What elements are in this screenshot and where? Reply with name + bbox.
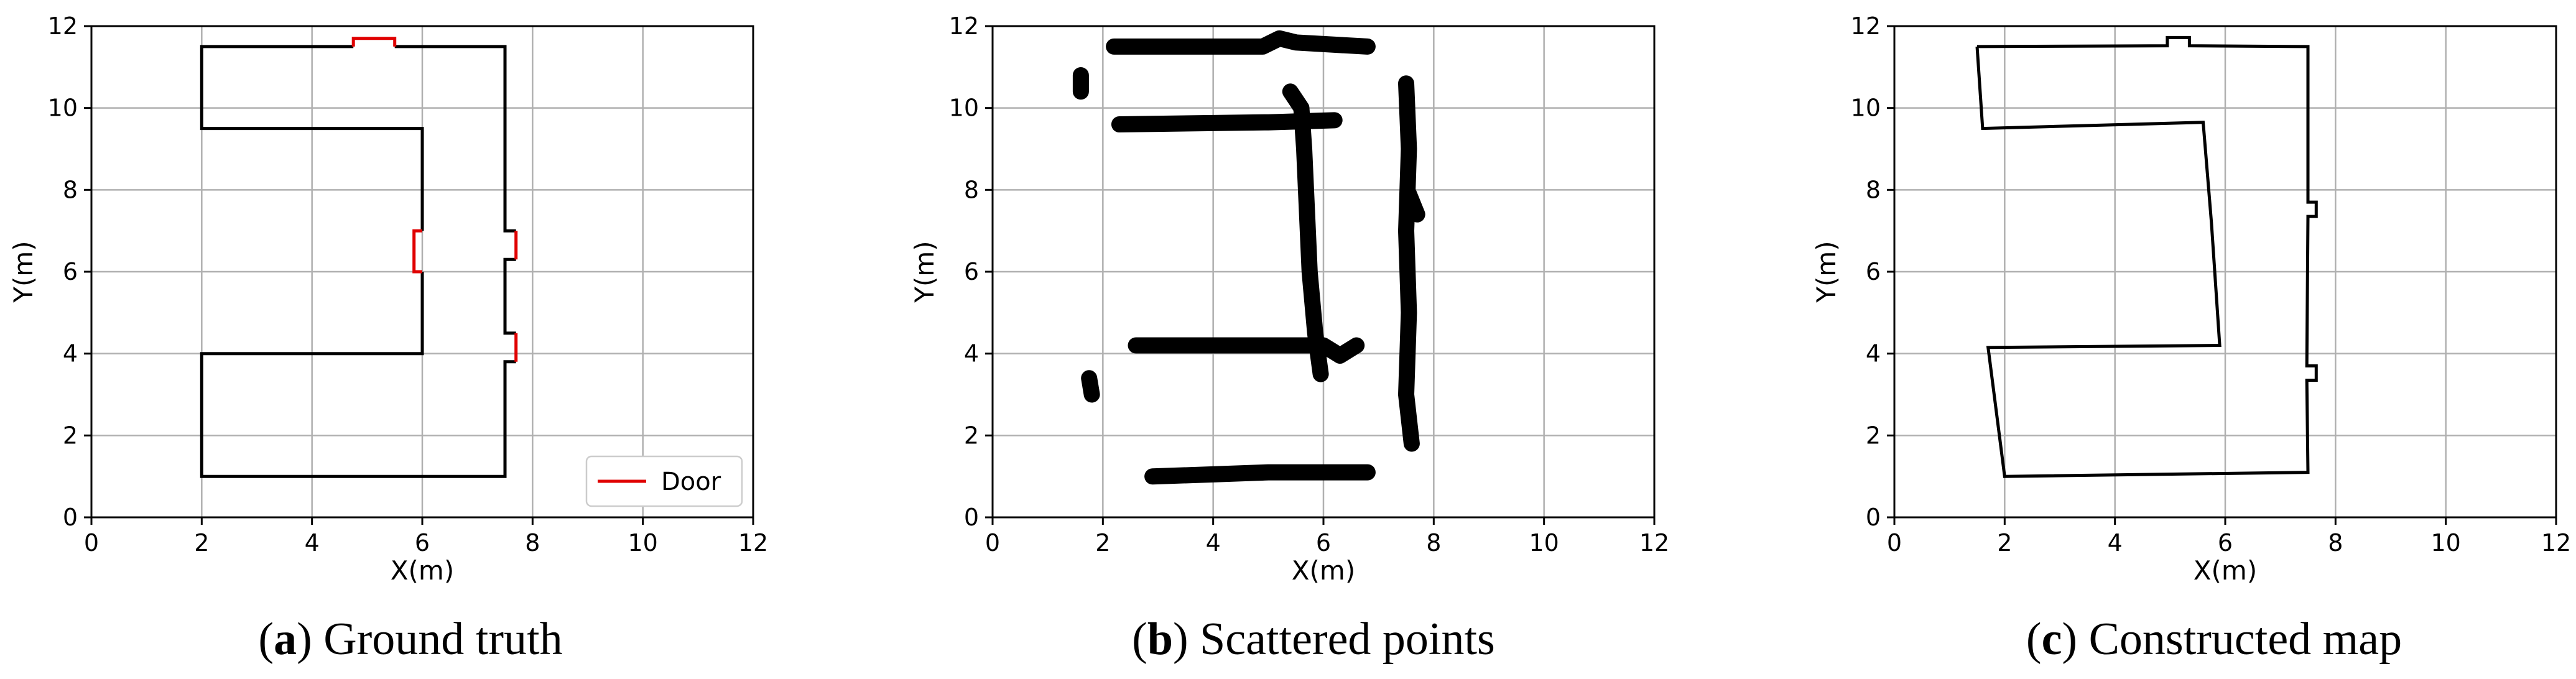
y-axis-label: Y(m) <box>1811 241 1842 303</box>
scatter-point-cluster <box>1106 30 1376 55</box>
x-tick-label: 4 <box>1206 529 1221 557</box>
x-tick-label: 0 <box>985 529 1000 557</box>
x-tick-label: 6 <box>415 529 430 557</box>
caption-b: (b) Scattered points <box>1132 614 1495 665</box>
y-tick-label: 10 <box>48 95 78 122</box>
y-tick-label: 2 <box>1866 422 1881 449</box>
x-axis-label: X(m) <box>391 555 454 586</box>
x-tick-label: 0 <box>84 529 99 557</box>
x-tick-label: 4 <box>2108 529 2123 557</box>
y-tick-label: 2 <box>964 422 979 449</box>
x-tick-label: 4 <box>305 529 320 557</box>
y-tick-label: 12 <box>48 12 78 40</box>
legend-label-door: Door <box>661 468 721 496</box>
x-tick-label: 10 <box>1529 529 1559 557</box>
y-tick-label: 8 <box>1866 176 1881 203</box>
wall-line <box>200 272 516 478</box>
y-tick-label: 2 <box>63 422 78 449</box>
y-tick-label: 4 <box>1866 340 1881 367</box>
x-tick-label: 12 <box>2541 529 2571 557</box>
x-tick-label: 10 <box>2430 529 2460 557</box>
scatter-point-cluster <box>1401 185 1425 223</box>
scatter-point-cluster <box>1398 75 1420 452</box>
x-tick-label: 6 <box>2218 529 2233 557</box>
caption-a: (a) Ground truth <box>258 614 562 665</box>
x-tick-label: 8 <box>1426 529 1441 557</box>
scatter-point-cluster <box>1111 112 1343 132</box>
y-tick-label: 0 <box>63 504 78 531</box>
door-line <box>412 229 422 274</box>
legend-box <box>585 455 743 507</box>
y-tick-label: 12 <box>949 12 979 40</box>
y-tick-label: 6 <box>1866 258 1881 285</box>
x-tick-label: 12 <box>1639 529 1669 557</box>
y-tick-label: 6 <box>964 258 979 285</box>
x-tick-label: 6 <box>1316 529 1331 557</box>
scatter-point-cluster <box>1081 370 1100 403</box>
x-tick-label: 2 <box>1997 529 2012 557</box>
y-tick-label: 8 <box>964 176 979 203</box>
y-axis-label: Y(m) <box>8 241 39 303</box>
x-axis-label: X(m) <box>1292 555 1355 586</box>
x-axis-label: X(m) <box>2194 555 2257 586</box>
door-line <box>351 37 397 47</box>
panel-constructed-map: (c) Constructed map 0 2 4 6 8 10 12 0 2 4 6 8 10 12 X(… <box>1811 12 2571 665</box>
scatter-point-cluster <box>1144 464 1376 485</box>
y-axis-label: Y(m) <box>909 241 940 303</box>
y-tick-label: 6 <box>63 258 78 285</box>
x-tick-label: 2 <box>194 529 209 557</box>
y-tick-label: 4 <box>964 340 979 367</box>
wall-line <box>200 45 424 231</box>
panel-scattered-points: (b) Scattered points 0 2 4 6 8 10 12 0 2 4 6 8 10 12 X… <box>909 12 1669 665</box>
x-tick-label: 8 <box>525 529 540 557</box>
y-tick-label: 8 <box>63 176 78 203</box>
x-tick-label: 10 <box>628 529 657 557</box>
legend: Door <box>585 455 743 507</box>
caption-c: (c) Constructed map <box>2026 614 2402 665</box>
x-tick-label: 0 <box>1887 529 1902 557</box>
y-tick-label: 4 <box>63 340 78 367</box>
x-tick-label: 8 <box>2328 529 2343 557</box>
y-tick-label: 10 <box>1851 95 1881 122</box>
y-tick-label: 10 <box>949 95 979 122</box>
x-tick-label: 12 <box>738 529 768 557</box>
x-tick-label: 2 <box>1095 529 1110 557</box>
panel-ground-truth: (a) Ground truth 0 2 4 6 8 10 12 0 2 4 6 8 10 12 X(m) Y… <box>8 12 768 665</box>
map-outline <box>1975 35 2318 478</box>
y-tick-label: 12 <box>1851 12 1881 40</box>
wall-line <box>394 45 516 233</box>
wall-line <box>503 257 516 335</box>
scatter-point-cluster <box>1128 337 1365 364</box>
y-tick-label: 0 <box>964 504 979 531</box>
y-tick-label: 0 <box>1866 504 1881 531</box>
